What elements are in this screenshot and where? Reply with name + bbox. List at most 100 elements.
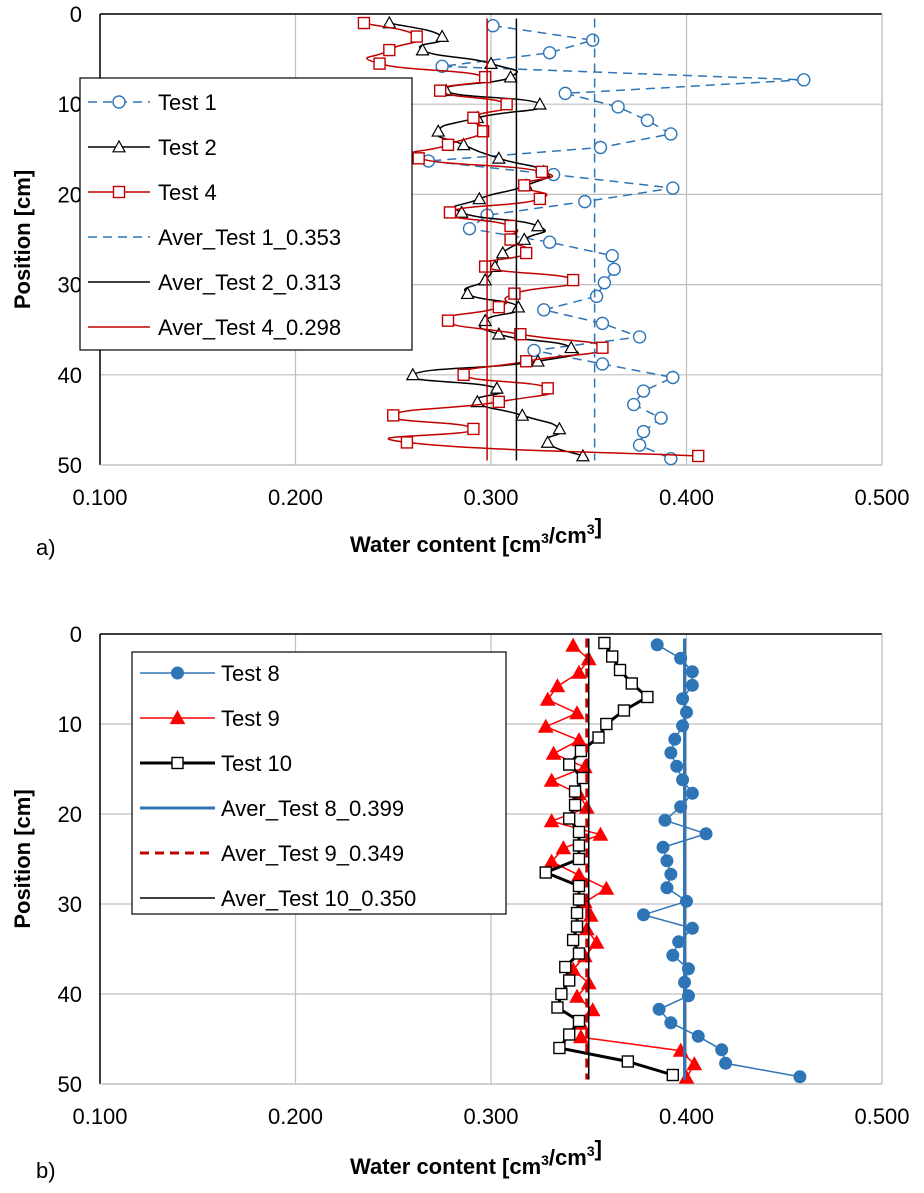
y-axis-title: Position [cm] <box>10 789 35 928</box>
data-point <box>537 303 551 317</box>
data-point <box>457 368 470 381</box>
series-test-8 <box>636 638 807 1084</box>
series-test-2 <box>382 15 590 462</box>
superscript: 3 <box>587 1143 595 1159</box>
x-tick-label: 0.100 <box>72 1104 127 1129</box>
data-point <box>532 96 547 110</box>
data-point <box>571 867 587 882</box>
data-point <box>632 438 647 452</box>
data-point <box>543 772 560 787</box>
data-point <box>625 677 638 690</box>
data-point <box>592 731 605 744</box>
data-point <box>565 637 581 652</box>
data-point <box>533 192 547 206</box>
data-point <box>478 260 492 273</box>
x-tick-label: 0.300 <box>463 1104 518 1129</box>
x-axis-title: Water content [cm3/cm3] <box>350 1136 602 1179</box>
legend-entry-label: Test 8 <box>221 661 280 686</box>
legend-entry-label: Test 1 <box>158 90 217 115</box>
superscript: 3 <box>541 530 549 546</box>
data-point <box>685 786 699 800</box>
data-point <box>666 1068 680 1082</box>
data-point <box>640 113 655 128</box>
data-point <box>589 289 604 304</box>
data-point <box>476 125 490 138</box>
y-tick-label: 30 <box>58 273 82 298</box>
series-line <box>428 24 804 460</box>
panel-label: b) <box>36 1158 56 1183</box>
data-point <box>486 19 500 33</box>
data-point <box>441 314 455 327</box>
x-axis-title-part: Water content [cm <box>350 1154 541 1179</box>
data-point <box>478 313 493 327</box>
data-point <box>576 759 593 774</box>
data-point <box>412 152 425 165</box>
legend: Test 1 Test 2 Test 4 Aver_Test 1_0.353 Aver_… <box>79 77 413 351</box>
data-point <box>568 798 582 812</box>
data-point <box>542 235 557 249</box>
data-point <box>504 233 517 246</box>
data-point <box>483 56 499 70</box>
legend-entry-label: Test 10 <box>221 751 292 776</box>
data-point <box>431 124 446 137</box>
data-point <box>500 97 513 111</box>
data-point <box>598 636 611 650</box>
data-point <box>572 839 586 852</box>
data-point <box>676 719 690 733</box>
data-point <box>467 111 480 124</box>
data-point <box>462 221 477 236</box>
data-point <box>540 435 555 448</box>
data-point <box>435 29 450 42</box>
data-point <box>492 300 506 314</box>
data-point <box>793 1070 807 1084</box>
data-point <box>553 1041 566 1055</box>
data-point <box>664 746 678 760</box>
data-point <box>489 381 504 394</box>
data-point <box>680 894 693 908</box>
data-point <box>592 826 609 841</box>
data-point <box>585 33 600 47</box>
data-point <box>564 340 579 354</box>
data-point <box>478 70 492 84</box>
data-point <box>598 880 615 895</box>
data-point <box>570 906 584 920</box>
y-tick-label: 10 <box>58 92 82 117</box>
data-point <box>605 249 619 263</box>
data-point <box>454 205 469 218</box>
data-point <box>607 262 621 276</box>
data-point <box>472 191 487 205</box>
legend-entry-label: Aver_Test 2_0.313 <box>158 270 341 295</box>
data-point <box>508 287 521 300</box>
legend-swatch-marker <box>112 95 126 109</box>
data-point <box>435 59 449 74</box>
data-point <box>415 42 430 56</box>
x-tick-label: 0.400 <box>659 485 714 510</box>
data-point <box>569 705 585 720</box>
data-point <box>511 299 526 313</box>
data-point <box>572 893 586 906</box>
legend-box <box>131 651 507 915</box>
y-tick-label: 30 <box>58 892 82 917</box>
data-point <box>636 384 651 398</box>
superscript: 3 <box>541 1152 549 1168</box>
data-point <box>715 1043 729 1057</box>
data-point <box>572 879 586 893</box>
data-point <box>685 921 699 935</box>
legend-entry-label: Test 9 <box>221 706 280 731</box>
data-point <box>699 827 713 841</box>
data-point <box>595 357 610 371</box>
y-tick-label: 40 <box>58 363 82 388</box>
data-point <box>537 718 554 733</box>
data-point <box>568 785 582 798</box>
y-tick-label: 50 <box>58 453 82 478</box>
y-tick-label: 0 <box>70 622 82 647</box>
data-point <box>685 678 699 692</box>
x-axis-title: Water content [cm3/cm3] <box>350 514 602 557</box>
legend-swatch-marker <box>111 139 127 153</box>
data-point <box>572 1014 586 1028</box>
data-point <box>572 947 586 960</box>
data-point <box>535 165 549 179</box>
data-point <box>517 232 532 245</box>
data-point <box>632 330 647 344</box>
